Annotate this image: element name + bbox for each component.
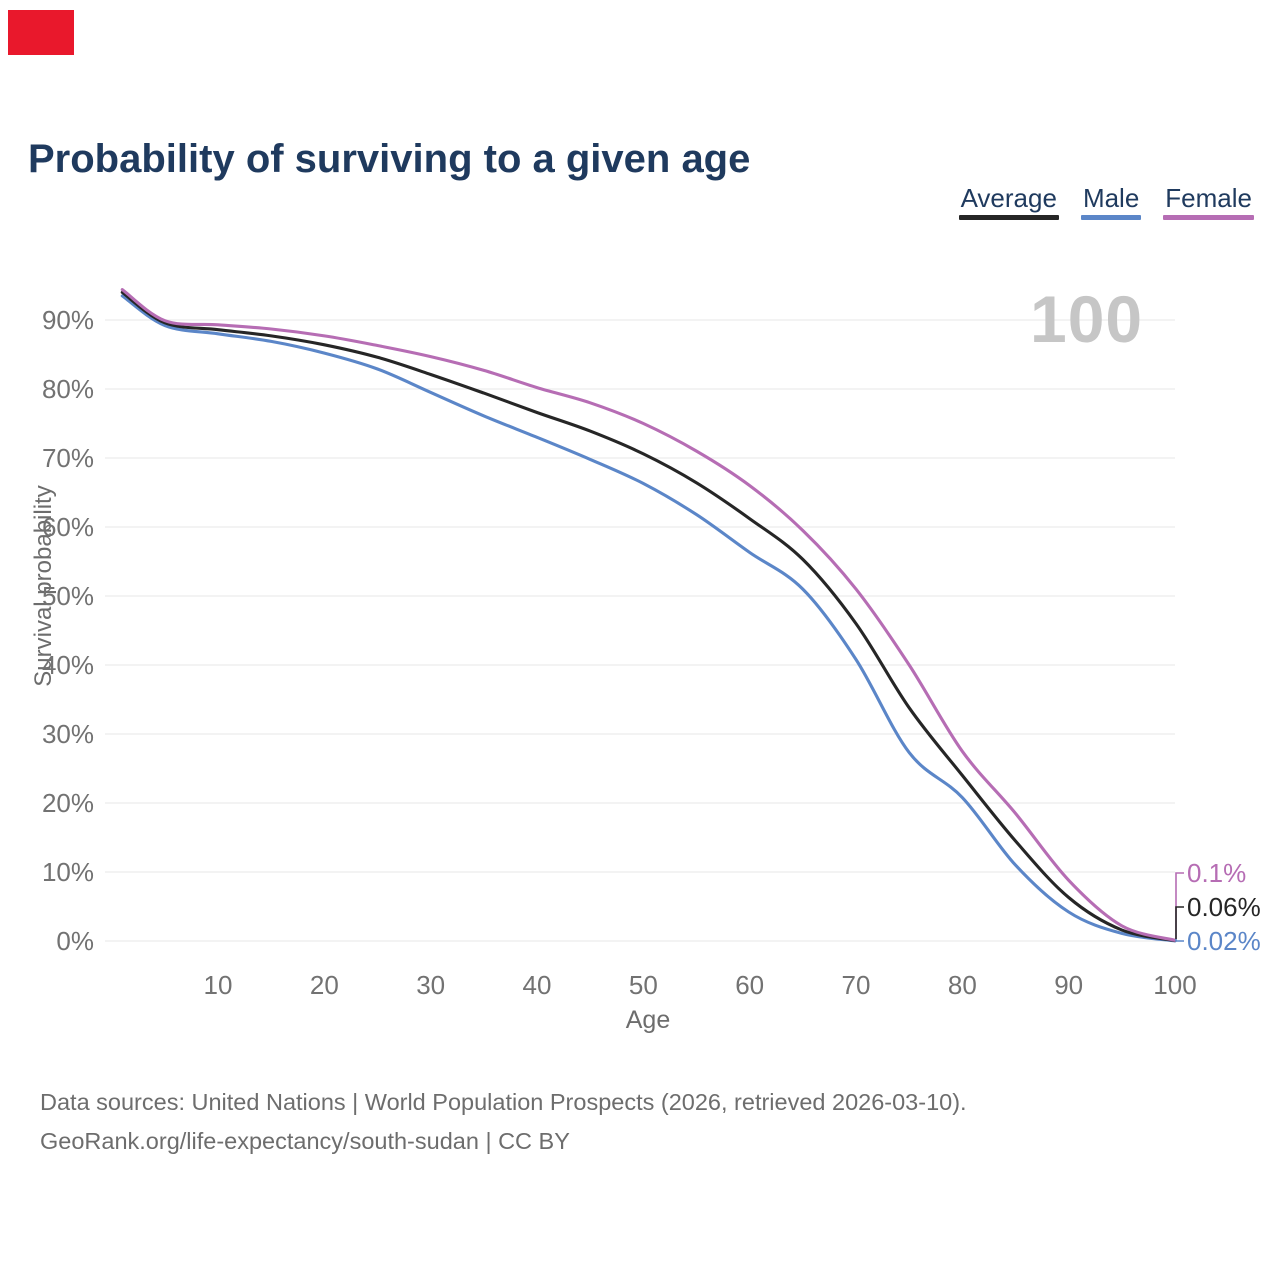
y-tick-label: 80% bbox=[41, 374, 94, 404]
end-label-leader bbox=[1175, 939, 1184, 942]
series-line-average bbox=[120, 290, 1177, 943]
x-tick-label: 80 bbox=[947, 970, 977, 1000]
footer-sources-line: Data sources: United Nations | World Pop… bbox=[40, 1089, 967, 1115]
y-tick-label: 0% bbox=[56, 926, 94, 956]
footer: Data sources: United Nations | World Pop… bbox=[40, 1083, 967, 1161]
chart-title: Probability of surviving to a given age bbox=[28, 136, 751, 181]
legend-item-average[interactable]: Average bbox=[958, 183, 1059, 220]
y-tick-label: 70% bbox=[41, 443, 94, 473]
y-tick-label: 10% bbox=[41, 857, 94, 887]
x-tick-label: 20 bbox=[309, 970, 339, 1000]
series-line-male bbox=[120, 294, 1177, 943]
legend-item-female[interactable]: Female bbox=[1163, 184, 1254, 220]
legend-label: Average bbox=[960, 183, 1057, 213]
x-tick-label: 10 bbox=[203, 970, 233, 1000]
legend-underline bbox=[1163, 215, 1254, 220]
y-tick-label: 40% bbox=[41, 650, 94, 680]
x-tick-label: 70 bbox=[841, 970, 871, 1000]
end-label-leader bbox=[1175, 872, 1184, 939]
x-tick-label: 60 bbox=[735, 970, 765, 1000]
legend-underline bbox=[958, 215, 1059, 220]
y-tick-label: 30% bbox=[41, 719, 94, 749]
x-axis-title: Age bbox=[625, 1006, 671, 1034]
x-tick-label: 30 bbox=[416, 970, 446, 1000]
footer-attribution-line: GeoRank.org/life-expectancy/south-sudan … bbox=[40, 1128, 570, 1154]
legend-label: Female bbox=[1165, 183, 1252, 213]
hover-age-watermark: 100 bbox=[1030, 282, 1144, 356]
y-tick-label: 50% bbox=[41, 581, 94, 611]
legend: Average Male Female bbox=[958, 183, 1254, 220]
end-value-label: 0.02% bbox=[1187, 926, 1261, 956]
legend-item-male[interactable]: Male bbox=[1080, 183, 1142, 220]
y-tick-label: 90% bbox=[41, 305, 94, 335]
series-line-female bbox=[120, 288, 1177, 942]
end-value-label: 0.06% bbox=[1187, 892, 1261, 922]
end-label-leader bbox=[1175, 906, 1184, 939]
legend-underline bbox=[1080, 215, 1142, 220]
x-tick-label: 90 bbox=[1054, 970, 1084, 1000]
x-tick-label: 50 bbox=[628, 970, 658, 1000]
y-tick-label: 20% bbox=[41, 788, 94, 818]
corner-marker bbox=[8, 10, 74, 55]
y-tick-label: 60% bbox=[41, 512, 94, 542]
legend-label: Male bbox=[1082, 183, 1140, 213]
x-tick-label: 100 bbox=[1153, 970, 1197, 1000]
x-tick-label: 40 bbox=[522, 970, 552, 1000]
end-value-label: 0.1% bbox=[1187, 858, 1247, 888]
